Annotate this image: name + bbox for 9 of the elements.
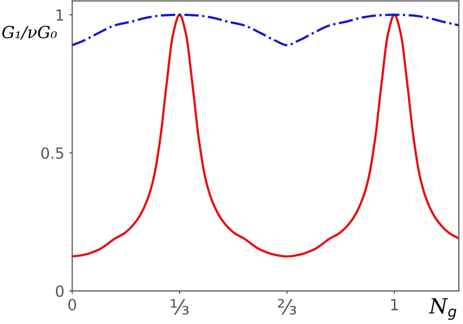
y-tick-label: 1 — [56, 9, 64, 21]
x-tick-label: 1 — [391, 299, 398, 310]
x-tick-label: ⅓ — [170, 298, 189, 315]
y-axis-title: G₁/νG₀ — [2, 26, 57, 40]
x-tick-label: 0 — [68, 298, 76, 310]
y-tick-label: 0.5 — [41, 147, 64, 159]
x-tick-label: ⅔ — [278, 298, 296, 315]
y-tick-label: 0 — [56, 285, 64, 297]
x-axis-title: N$_{g}$ — [428, 298, 456, 320]
